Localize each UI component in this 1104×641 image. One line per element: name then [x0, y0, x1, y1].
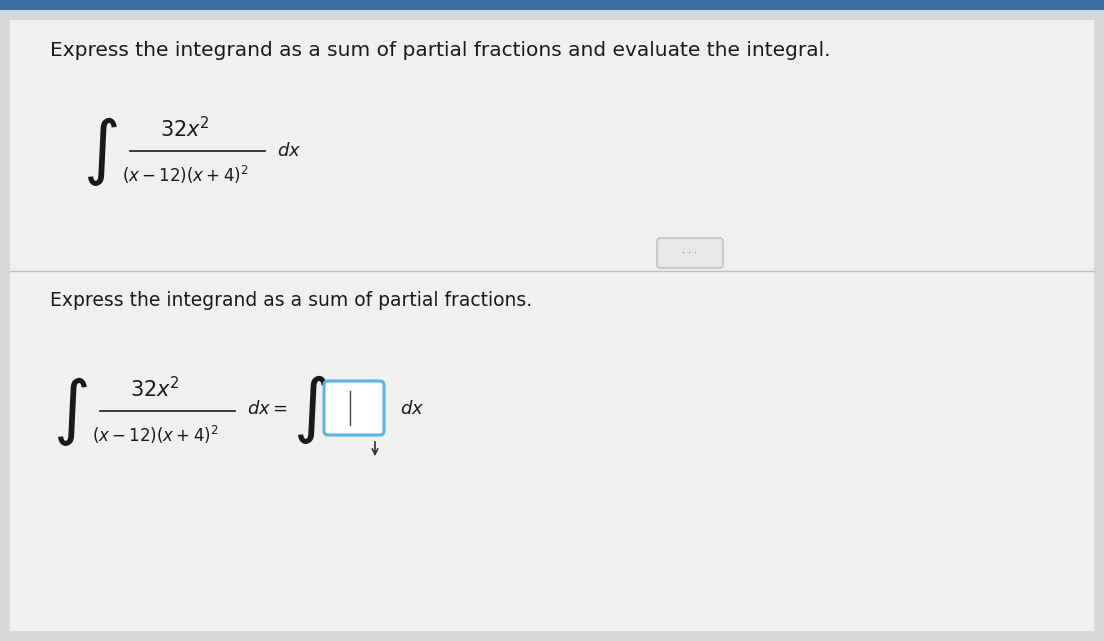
Text: Express the integrand as a sum of partial fractions and evaluate the integral.: Express the integrand as a sum of partia… [50, 42, 830, 60]
Text: $\int$: $\int$ [83, 115, 117, 188]
FancyBboxPatch shape [323, 381, 384, 435]
Text: $32x^2$: $32x^2$ [160, 117, 210, 142]
Text: Express the integrand as a sum of partial fractions.: Express the integrand as a sum of partia… [50, 292, 532, 310]
Text: · · ·: · · · [682, 248, 698, 258]
Text: $32x^2$: $32x^2$ [130, 376, 180, 402]
Bar [0, 0, 1104, 10]
Text: $dx$: $dx$ [400, 400, 424, 418]
FancyBboxPatch shape [657, 238, 723, 268]
Text: $(x-12)(x+4)^2$: $(x-12)(x+4)^2$ [121, 164, 248, 186]
Text: $dx =$: $dx =$ [247, 400, 288, 418]
Text: $\int$: $\int$ [53, 374, 87, 447]
Text: $\int$: $\int$ [293, 372, 328, 445]
Text: $(x-12)(x+4)^2$: $(x-12)(x+4)^2$ [92, 424, 219, 446]
Text: $dx$: $dx$ [277, 142, 301, 160]
